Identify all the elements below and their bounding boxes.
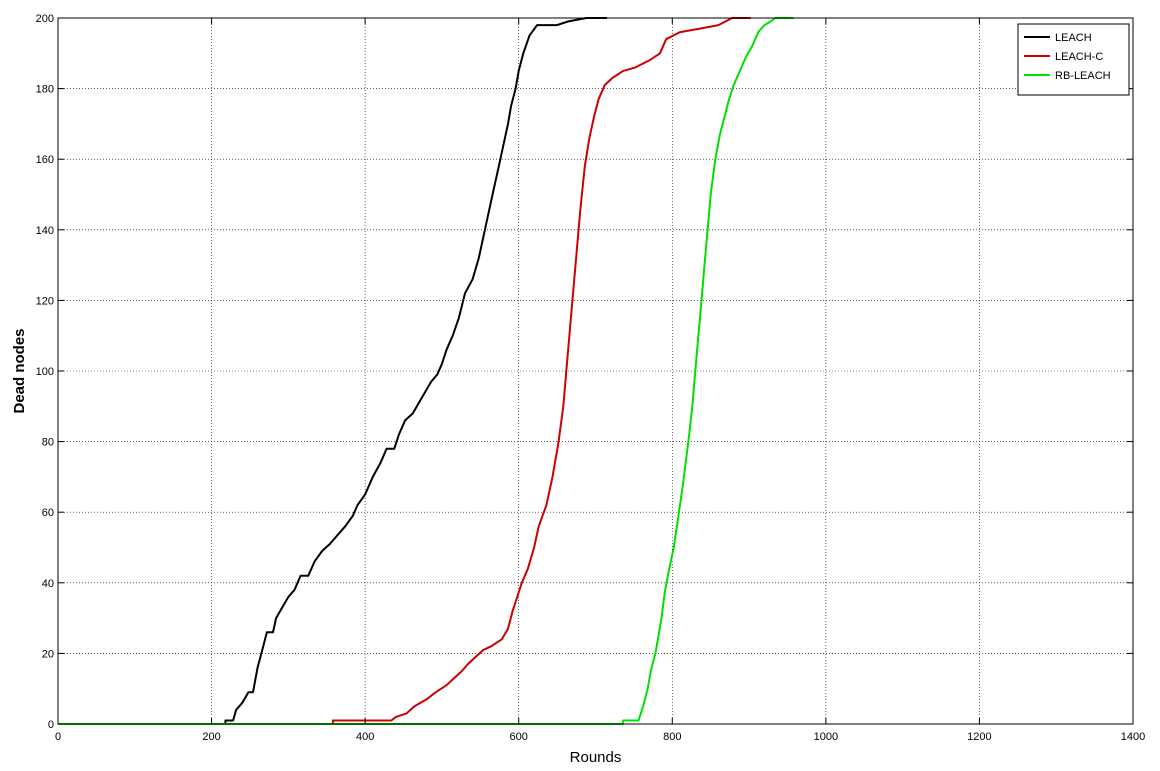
x-tick-label: 1000 [814,731,838,743]
x-tick-label: 400 [356,731,374,743]
y-tick-label: 140 [36,225,54,237]
y-tick-label: 200 [36,13,54,25]
y-axis-ticks: 0 20 40 60 80 100 120 140 160 180 200 [36,13,1133,731]
series-lines [58,17,794,725]
grid-lines [58,18,1133,724]
x-tick-label: 0 [55,731,61,743]
legend-label: LEACH-C [1055,51,1103,63]
series-line-leach [58,17,607,725]
x-tick-label: 1400 [1121,731,1145,743]
x-axis-label: Rounds [570,749,622,766]
y-tick-label: 40 [42,578,54,590]
x-tick-label: 1200 [967,731,991,743]
y-tick-label: 100 [36,366,54,378]
y-tick-label: 180 [36,84,54,96]
x-tick-label: 800 [663,731,681,743]
y-tick-label: 60 [42,507,54,519]
y-tick-label: 160 [36,154,54,166]
y-tick-label: 80 [42,437,54,449]
y-axis-label: Dead nodes [11,328,28,413]
y-tick-label: 20 [42,648,54,660]
series-line-leach-c [58,17,751,725]
x-tick-label: 600 [510,731,528,743]
legend-box [1017,23,1130,96]
x-tick-label: 200 [202,731,220,743]
x-axis-ticks: 0 200 400 600 800 1000 1200 1400 [55,18,1145,743]
y-tick-label: 0 [48,719,54,731]
series-line-rb-leach [58,17,794,725]
legend-label: LEACH [1055,32,1092,44]
legend: LEACH LEACH-C RB-LEACH [1017,23,1130,96]
legend-label: RB-LEACH [1055,70,1111,82]
y-tick-label: 120 [36,295,54,307]
